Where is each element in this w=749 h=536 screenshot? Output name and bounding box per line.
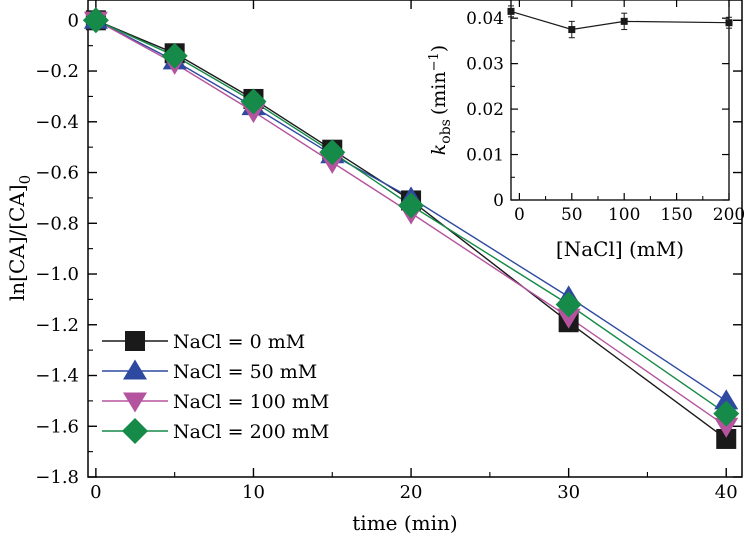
main-y-tick-label: −0.2 [35, 61, 79, 82]
main-y-axis-title: ln[CA]/[CA]0 [5, 175, 34, 301]
inset-x-tick-label: 50 [561, 205, 583, 225]
main-plot-frame [87, 0, 743, 478]
inset-y-tick-label: 0 [493, 191, 504, 211]
data-point-nacl-200-mm [240, 88, 267, 115]
main-y-tick-label: 0 [68, 10, 79, 31]
main-x-tick-label: 40 [715, 482, 738, 503]
legend-label: NaCl = 0 mM [173, 331, 305, 353]
inset-x-tick-label: 100 [608, 205, 640, 225]
inset-y-axis-superscript: −1 [427, 52, 442, 71]
inset-background [511, 0, 729, 200]
inset-series-line [510, 10, 730, 31]
main-x-tick-label: 30 [557, 482, 580, 503]
main-y-axis-title-subscript: 0 [16, 175, 34, 185]
main-x-axis-title: time (min) [352, 511, 457, 535]
inset-plot-frame [510, 0, 730, 201]
inset-y-tick-label: 0.04 [466, 9, 504, 29]
main-y-tick-label: −0.4 [35, 112, 79, 133]
data-point-nacl-200-mm [398, 192, 425, 219]
inset-series [507, 5, 733, 39]
data-point-nacl-200-mm [82, 7, 109, 34]
legend-label: NaCl = 200 mM [173, 421, 329, 443]
inset-data-point [507, 7, 515, 15]
legend-label: NaCl = 50 mM [173, 361, 317, 383]
main-y-tick-label: −1.0 [35, 264, 79, 285]
inset-y-axis-subscript: obs [438, 119, 454, 144]
main-y-tick-label: −0.6 [35, 163, 79, 184]
legend-label: NaCl = 100 mM [173, 391, 329, 413]
inset-y-axis-symbol: k [428, 144, 450, 156]
main-x-tick-label: 20 [400, 482, 423, 503]
legend-marker [123, 392, 147, 413]
inset-y-axis-close: ) [428, 45, 450, 52]
data-point-nacl-200-mm [713, 400, 740, 427]
inset-x-tick-label: 150 [660, 205, 692, 225]
legend: NaCl = 0 mM NaCl = 50 mM NaCl = 100 mM NaCl… [102, 331, 329, 444]
data-point-nacl-100-mm [556, 308, 581, 329]
inset-y-axis-unit: (min [428, 71, 450, 115]
data-point-nacl-0-mm [716, 428, 737, 449]
inset-y-tick-label: 0.01 [466, 146, 504, 166]
data-point-nacl-200-mm [319, 139, 346, 166]
data-point-nacl-50-mm [714, 389, 739, 410]
legend-marker [122, 418, 148, 444]
data-point-nacl-100-mm [714, 417, 739, 438]
data-point-nacl-200-mm [161, 42, 188, 69]
inset-ticks: 0 50 100 150 200 0 0.01 0.02 0.03 0.04 [466, 0, 745, 225]
main-y-tick-label: −1.6 [35, 416, 79, 437]
main-x-tick-label: 0 [90, 482, 101, 503]
main-y-tick-label: −0.8 [35, 213, 79, 234]
inset-x-tick-label: 0 [514, 205, 525, 225]
inset-x-axis-title: [NaCl] (mM) [556, 237, 684, 261]
inset-y-tick-label: 0.03 [466, 55, 504, 75]
inset-x-tick-label: 200 [713, 205, 745, 225]
inset-y-tick-label: 0.02 [466, 100, 504, 120]
main-y-axis-title-text: ln[CA]/[CA] [5, 184, 29, 301]
inset-data-point [568, 26, 576, 34]
main-markers [82, 7, 740, 449]
inset-data-point [620, 17, 628, 25]
main-x-tick-label: 10 [242, 482, 265, 503]
main-ticks: 0 10 20 30 40 0 −0.2 −0.4 −0.6 −0.8 −1.0 −1.2 −1.4 −1… [35, 0, 742, 503]
data-point-nacl-200-mm [555, 291, 582, 318]
inset-y-axis-title: kobs (min−1) [427, 45, 454, 155]
inset-data-point [725, 19, 733, 27]
main-y-tick-label: −1.2 [35, 315, 79, 336]
legend-marker [125, 331, 145, 351]
legend-marker [123, 359, 147, 380]
main-y-tick-label: −1.8 [35, 467, 79, 488]
main-y-tick-label: −1.4 [35, 366, 79, 387]
